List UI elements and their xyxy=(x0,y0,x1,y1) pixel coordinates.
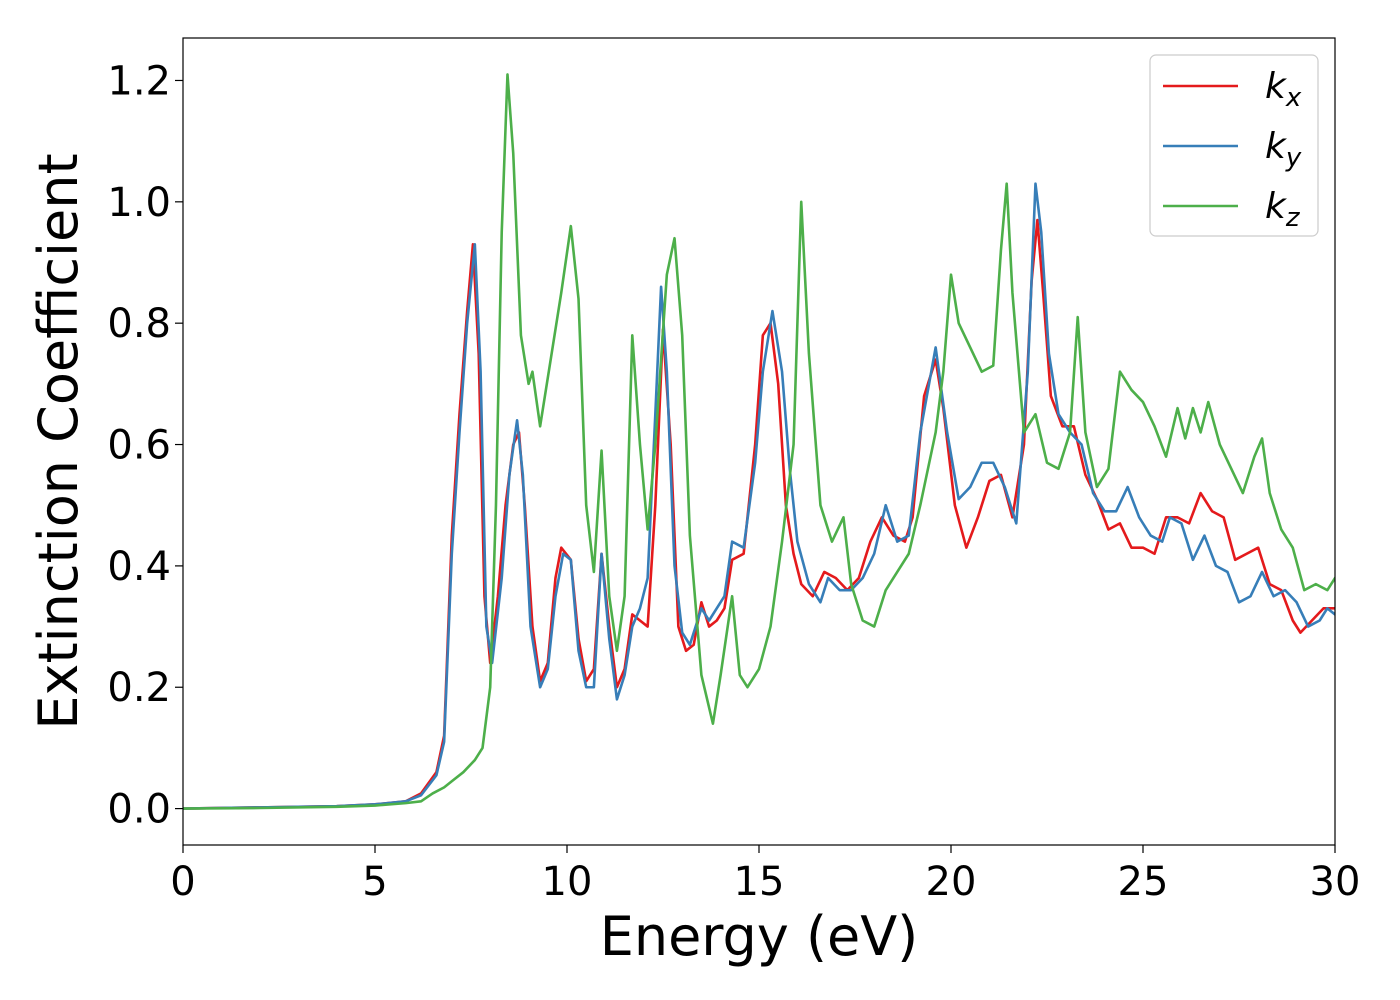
y-axis-ticks: 0.0 0.2 0.4 0.6 0.8 1.0 1.2 xyxy=(107,58,183,833)
y-tick-label: 0.2 xyxy=(107,665,171,711)
x-tick-label: 25 xyxy=(1118,859,1169,905)
y-tick-label: 0.6 xyxy=(107,423,171,469)
x-tick-label: 15 xyxy=(734,859,785,905)
legend-label-ky: ky xyxy=(1265,126,1302,173)
y-tick-label: 0.0 xyxy=(107,787,171,833)
x-tick-label: 0 xyxy=(170,859,195,905)
x-tick-label: 20 xyxy=(926,859,977,905)
x-tick-label: 30 xyxy=(1310,859,1361,905)
series-line-ky xyxy=(183,182,1335,810)
legend-label-kx: kx xyxy=(1265,66,1302,113)
x-tick-label: 10 xyxy=(542,859,593,905)
plot-lines xyxy=(183,73,1335,810)
y-tick-label: 0.8 xyxy=(107,301,171,347)
series-line-kz xyxy=(183,73,1335,810)
y-tick-label: 1.2 xyxy=(107,58,171,104)
legend: kx ky kz xyxy=(1149,54,1319,237)
x-axis-ticks: 0 5 10 15 20 25 30 xyxy=(170,845,1360,905)
y-tick-label: 0.4 xyxy=(107,544,171,590)
legend-label-kz: kz xyxy=(1265,186,1301,233)
y-tick-label: 1.0 xyxy=(107,180,171,226)
y-axis-label: Extinction Coefficient xyxy=(27,153,90,729)
x-axis-label: Energy (eV) xyxy=(600,905,919,968)
x-tick-label: 5 xyxy=(362,859,387,905)
